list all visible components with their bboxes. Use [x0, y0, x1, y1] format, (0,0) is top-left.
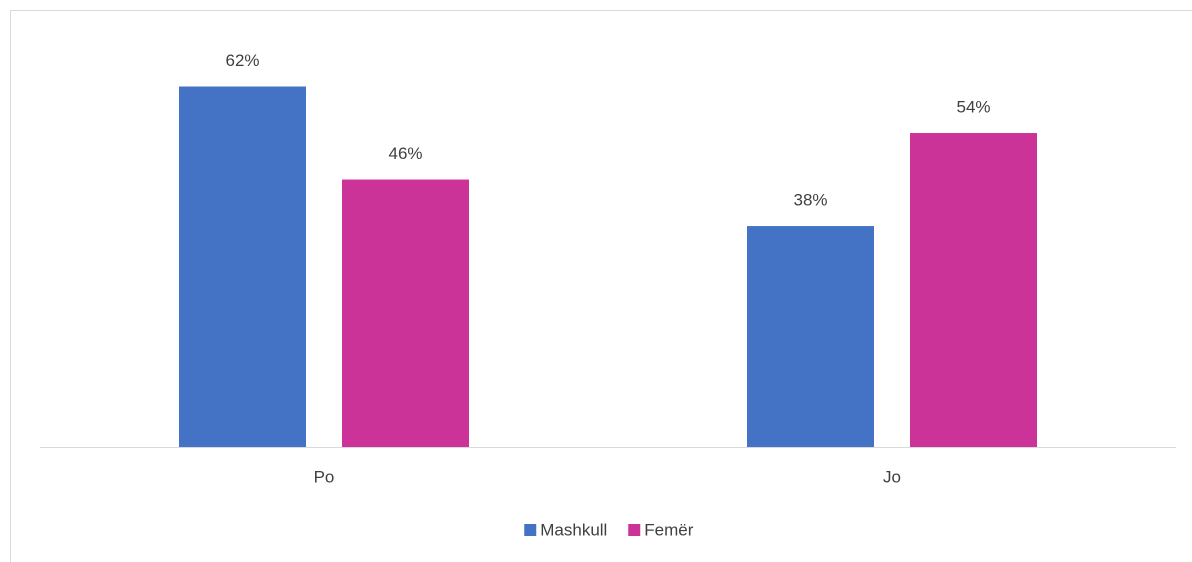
legend-label: Femër — [644, 520, 693, 539]
bar — [747, 226, 874, 447]
data-label: 46% — [388, 144, 422, 163]
bar — [342, 179, 469, 448]
chart-border — [10, 10, 1192, 562]
legend-swatch — [524, 524, 537, 536]
legend-label: Mashkull — [540, 520, 607, 539]
x-tick-label: Po — [314, 467, 335, 486]
data-label: 38% — [793, 191, 827, 210]
data-label: 54% — [956, 98, 990, 117]
bar — [910, 133, 1037, 447]
x-tick-label: Jo — [883, 467, 901, 486]
bar — [179, 86, 306, 447]
data-label: 62% — [225, 51, 259, 70]
legend-swatch — [628, 524, 641, 536]
